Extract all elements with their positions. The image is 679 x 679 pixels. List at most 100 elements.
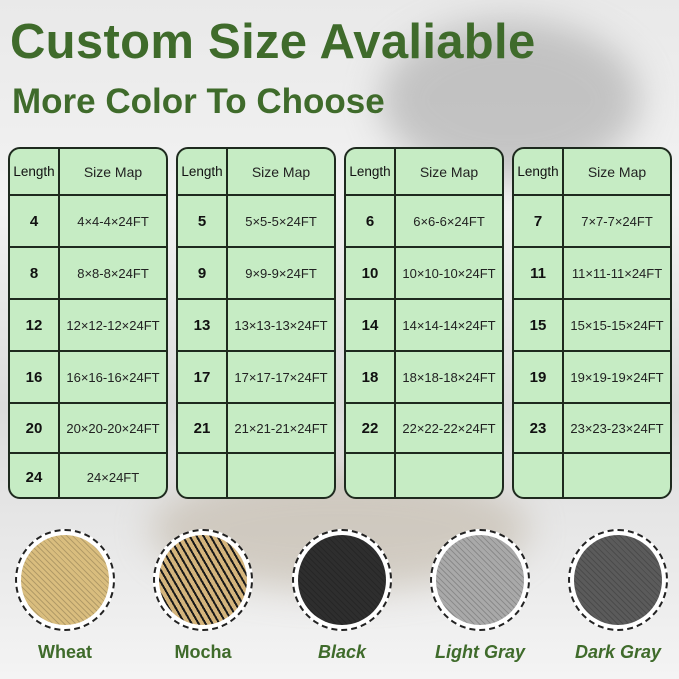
length-cell: 17	[178, 352, 228, 402]
table-row: 18 18×18-18×24FT	[346, 350, 502, 402]
size-map-cell: 14×14-14×24FT	[402, 317, 496, 333]
size-map-cell: 24×24FT	[86, 470, 140, 485]
subheadline: More Color To Choose	[12, 82, 385, 121]
length-cell: 13	[178, 300, 228, 350]
color-label: Wheat	[38, 642, 92, 662]
fabric-texture-image	[574, 535, 662, 625]
color-swatch-black	[292, 529, 392, 631]
table-row: 6 6×6-6×24FT	[346, 194, 502, 246]
length-cell: 20	[10, 404, 60, 452]
length-cell	[514, 454, 564, 497]
table-row: 22 22×22-22×24FT	[346, 402, 502, 452]
size-map-cell: 22×22-22×24FT	[402, 420, 496, 436]
table-row: 10 10×10-10×24FT	[346, 246, 502, 298]
table-row: 16 16×16-16×24FT	[10, 350, 166, 402]
size-map-header: Size Map	[587, 163, 647, 180]
table-header-row: Length Size Map	[514, 149, 670, 194]
fabric-texture-image	[21, 535, 109, 625]
table-row: 24 24×24FT	[10, 452, 166, 497]
table-row: 11 11×11-11×24FT	[514, 246, 670, 298]
length-cell: 12	[10, 300, 60, 350]
length-cell: 15	[514, 300, 564, 350]
table-row: 9 9×9-9×24FT	[178, 246, 334, 298]
size-map-cell: 16×16-16×24FT	[66, 369, 160, 385]
table-row: 20 20×20-20×24FT	[10, 402, 166, 452]
table-row: 8 8×8-8×24FT	[10, 246, 166, 298]
size-map-header: Size Map	[83, 163, 143, 180]
size-map-cell: 6×6-6×24FT	[413, 213, 485, 229]
size-map-cell	[396, 454, 502, 497]
fabric-texture-image	[298, 535, 386, 625]
length-cell: 23	[514, 404, 564, 452]
size-map-cell: 19×19-19×24FT	[570, 369, 664, 385]
size-map-cell: 15×15-15×24FT	[570, 317, 664, 333]
table-row	[514, 452, 670, 497]
color-label: Mocha	[174, 642, 232, 662]
size-map-cell	[564, 454, 670, 497]
length-cell: 7	[514, 196, 564, 246]
table-row: 7 7×7-7×24FT	[514, 194, 670, 246]
table-row	[178, 452, 334, 497]
length-cell: 9	[178, 248, 228, 298]
color-swatch-dark-gray	[568, 529, 668, 631]
length-cell	[346, 454, 396, 497]
headline: Custom Size Avaliable	[10, 15, 536, 69]
size-map-cell: 5×5-5×24FT	[245, 213, 317, 229]
size-map-cell: 17×17-17×24FT	[234, 369, 328, 385]
table-header-row: Length Size Map	[346, 149, 502, 194]
color-swatch-wheat	[15, 529, 115, 631]
table-row: 19 19×19-19×24FT	[514, 350, 670, 402]
size-map-cell	[228, 454, 334, 497]
length-cell: 14	[346, 300, 396, 350]
fabric-texture-image	[436, 535, 524, 625]
color-swatch-light-gray	[430, 529, 530, 631]
size-map-cell: 23×23-23×24FT	[570, 420, 664, 436]
length-header: Length	[346, 149, 396, 194]
length-cell: 8	[10, 248, 60, 298]
table-row	[346, 452, 502, 497]
table-header-row: Length Size Map	[10, 149, 166, 194]
length-cell: 10	[346, 248, 396, 298]
color-label: Dark Gray	[574, 642, 662, 662]
size-map-cell: 20×20-20×24FT	[66, 420, 160, 436]
size-map-cell: 11×11-11×24FT	[571, 265, 663, 281]
size-map-cell: 21×21-21×24FT	[234, 420, 328, 436]
size-table: Length Size Map 5 5×5-5×24FT 9 9×9-9×24FT 13 13…	[176, 147, 336, 499]
table-row: 13 13×13-13×24FT	[178, 298, 334, 350]
length-cell: 24	[10, 454, 60, 497]
length-header: Length	[10, 149, 60, 194]
size-table: Length Size Map 4 4×4-4×24FT 8 8×8-8×24FT 12 12…	[8, 147, 168, 499]
size-map-cell: 10×10-10×24FT	[402, 265, 496, 281]
length-cell: 18	[346, 352, 396, 402]
table-row: 23 23×23-23×24FT	[514, 402, 670, 452]
length-cell: 19	[514, 352, 564, 402]
size-map-cell: 9×9-9×24FT	[245, 265, 317, 281]
size-table: Length Size Map 7 7×7-7×24FT 11 11×11-11×24FT…	[512, 147, 672, 499]
size-map-header: Size Map	[419, 163, 479, 180]
table-header-row: Length Size Map	[178, 149, 334, 194]
size-map-cell: 7×7-7×24FT	[581, 213, 653, 229]
size-map-cell: 18×18-18×24FT	[402, 369, 496, 385]
length-cell: 4	[10, 196, 60, 246]
size-map-header: Size Map	[251, 163, 311, 180]
table-row: 5 5×5-5×24FT	[178, 194, 334, 246]
table-row: 14 14×14-14×24FT	[346, 298, 502, 350]
table-row: 15 15×15-15×24FT	[514, 298, 670, 350]
length-cell: 16	[10, 352, 60, 402]
length-cell: 6	[346, 196, 396, 246]
fabric-texture-image	[159, 535, 247, 625]
length-cell: 22	[346, 404, 396, 452]
length-header: Length	[514, 149, 564, 194]
length-cell	[178, 454, 228, 497]
size-map-cell: 12×12-12×24FT	[66, 317, 160, 333]
table-row: 21 21×21-21×24FT	[178, 402, 334, 452]
length-cell: 11	[514, 248, 564, 298]
table-row: 17 17×17-17×24FT	[178, 350, 334, 402]
size-map-cell: 4×4-4×24FT	[77, 213, 149, 229]
length-cell: 21	[178, 404, 228, 452]
color-label: Black	[317, 642, 367, 662]
length-header: Length	[178, 149, 228, 194]
size-map-cell: 13×13-13×24FT	[234, 317, 328, 333]
length-cell: 5	[178, 196, 228, 246]
